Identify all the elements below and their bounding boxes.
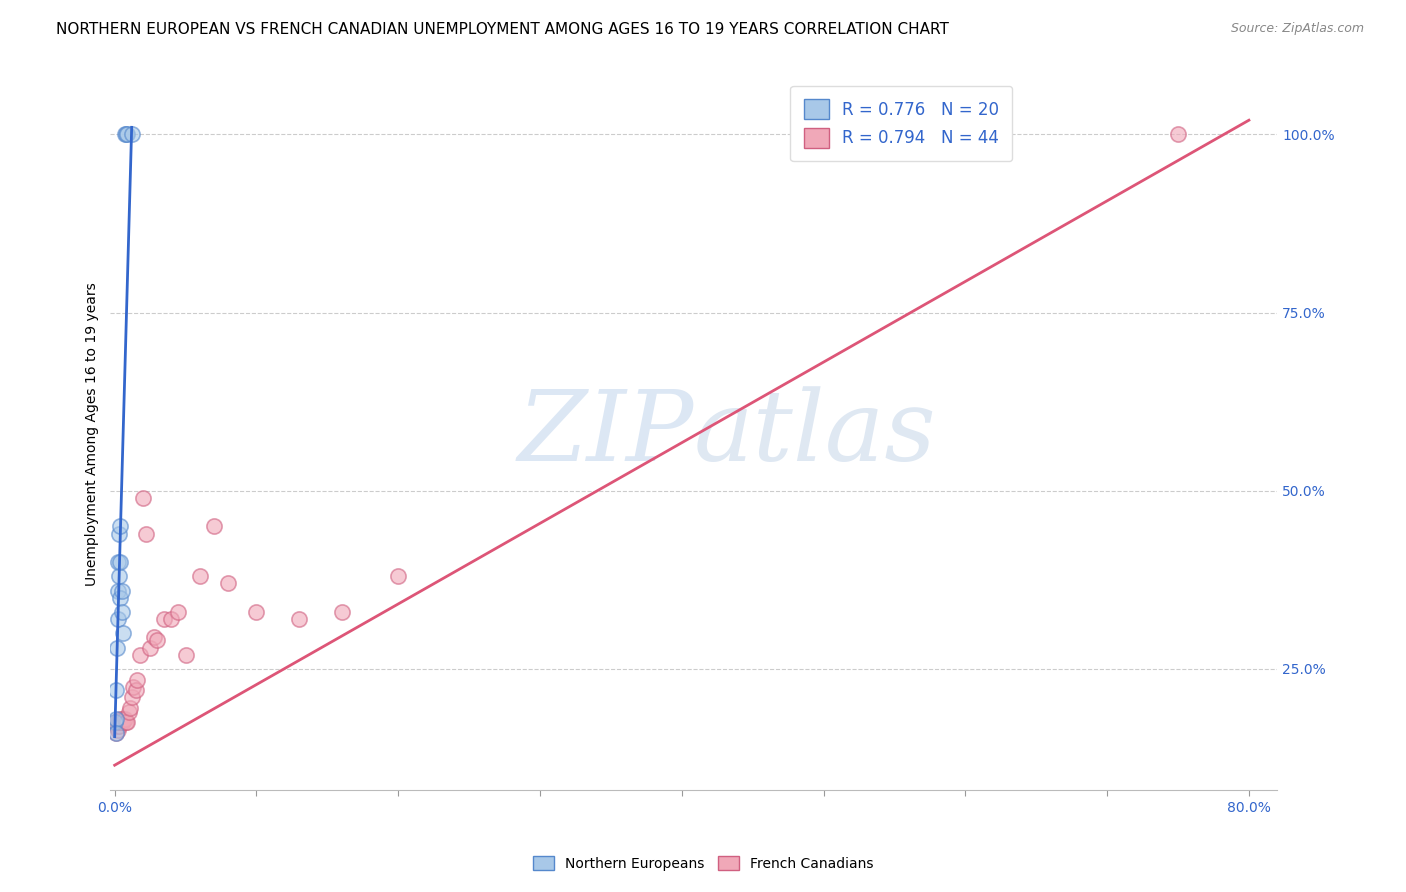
Point <box>105 715 128 730</box>
Point <box>202 519 225 533</box>
Point <box>111 715 134 730</box>
Point <box>104 719 127 733</box>
Point <box>115 128 138 142</box>
Point <box>112 626 135 640</box>
Point <box>108 526 131 541</box>
Point <box>108 591 131 605</box>
Point <box>111 712 134 726</box>
Point <box>107 715 129 730</box>
Point <box>160 612 183 626</box>
Point <box>288 612 311 626</box>
Point <box>120 701 142 715</box>
Point <box>114 712 136 726</box>
Point <box>105 726 128 740</box>
Point <box>245 605 267 619</box>
Point <box>111 605 134 619</box>
Point <box>117 715 139 730</box>
Point <box>122 680 145 694</box>
Point <box>143 630 166 644</box>
Point <box>114 128 136 142</box>
Text: atlas: atlas <box>693 386 936 482</box>
Point <box>110 715 132 730</box>
Point <box>121 128 143 142</box>
Point <box>112 715 135 730</box>
Point <box>188 569 211 583</box>
Legend: Northern Europeans, French Canadians: Northern Europeans, French Canadians <box>527 850 879 876</box>
Point <box>104 715 127 730</box>
Point <box>330 605 353 619</box>
Point <box>110 555 132 569</box>
Point <box>108 719 131 733</box>
Point <box>111 583 134 598</box>
Point <box>105 640 128 655</box>
Point <box>125 683 148 698</box>
Point <box>105 719 128 733</box>
Y-axis label: Unemployment Among Ages 16 to 19 years: Unemployment Among Ages 16 to 19 years <box>86 282 100 586</box>
Point <box>107 612 129 626</box>
Point <box>107 723 129 737</box>
Point <box>146 633 169 648</box>
Point <box>217 576 239 591</box>
Point <box>104 715 127 730</box>
Point <box>115 715 138 730</box>
Point <box>153 612 176 626</box>
Point <box>108 715 131 730</box>
Point <box>1167 128 1189 142</box>
Point <box>117 128 139 142</box>
Point <box>129 648 152 662</box>
Point <box>108 712 131 726</box>
Point <box>127 673 149 687</box>
Point <box>174 648 197 662</box>
Point <box>118 705 141 719</box>
Point <box>167 605 190 619</box>
Legend: R = 0.776   N = 20, R = 0.794   N = 44: R = 0.776 N = 20, R = 0.794 N = 44 <box>790 86 1012 161</box>
Point <box>387 569 409 583</box>
Text: Source: ZipAtlas.com: Source: ZipAtlas.com <box>1230 22 1364 36</box>
Point <box>110 715 132 730</box>
Point <box>108 569 131 583</box>
Point <box>104 712 127 726</box>
Point <box>107 555 129 569</box>
Point <box>139 640 162 655</box>
Point <box>121 690 143 705</box>
Point <box>110 519 132 533</box>
Point <box>135 526 157 541</box>
Point <box>105 683 128 698</box>
Text: ZIP: ZIP <box>517 386 693 482</box>
Point <box>107 583 129 598</box>
Text: NORTHERN EUROPEAN VS FRENCH CANADIAN UNEMPLOYMENT AMONG AGES 16 TO 19 YEARS CORR: NORTHERN EUROPEAN VS FRENCH CANADIAN UNE… <box>56 22 949 37</box>
Point <box>105 726 128 740</box>
Point <box>104 715 127 730</box>
Point <box>107 715 129 730</box>
Point <box>132 491 155 505</box>
